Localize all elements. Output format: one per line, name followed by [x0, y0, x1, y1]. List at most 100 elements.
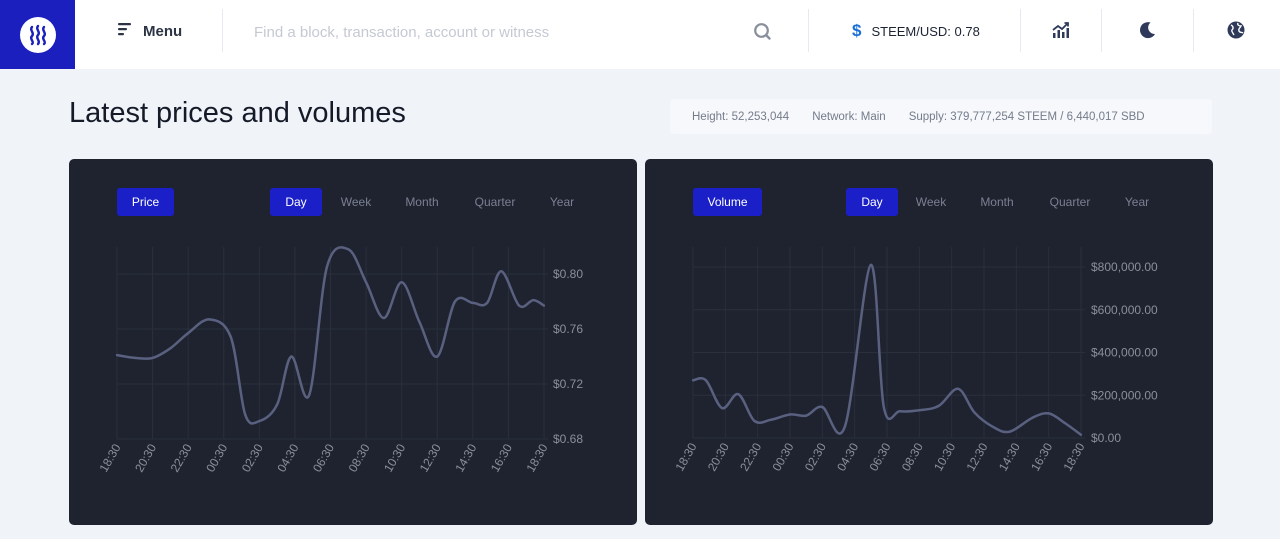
- volume-data-point: [805, 414, 808, 417]
- network-name: Network: Main: [812, 110, 886, 123]
- dollar-icon: $: [852, 21, 862, 40]
- volume-series-line: [692, 263, 1082, 436]
- search-input[interactable]: [240, 17, 760, 47]
- chart-icon[interactable]: [1051, 20, 1071, 45]
- price-metric-pill[interactable]: Price: [117, 188, 174, 216]
- volume-data-point: [1008, 430, 1012, 433]
- price-data-point: [418, 320, 421, 324]
- volume-chart: $800,000.00 $600,000.00 $400,000.00 $200,00…: [672, 247, 1158, 474]
- price-x-tick-label: 06:30: [310, 441, 337, 474]
- volume-data-point: [973, 411, 976, 414]
- divider: [1020, 9, 1021, 52]
- globe-icon[interactable]: [1226, 20, 1246, 45]
- volume-data-point: [788, 413, 792, 416]
- volume-x-tick-label: 18:30: [672, 440, 699, 473]
- volume-tab-day[interactable]: Day: [846, 188, 898, 216]
- price-data-point: [258, 419, 261, 423]
- price-tab-week[interactable]: Week: [340, 195, 372, 209]
- price-x-tick-label: 04:30: [274, 441, 301, 474]
- price-x-tick-label: 02:30: [239, 441, 266, 474]
- volume-data-point: [882, 405, 885, 409]
- price-data-point: [347, 248, 350, 251]
- price-data-point: [400, 281, 403, 284]
- volume-data-point: [691, 379, 695, 382]
- page-title: Latest prices and volumes: [69, 97, 406, 129]
- volume-y-tick-label: $800,000.00: [1091, 260, 1158, 274]
- volume-x-tick-label: 00:30: [769, 440, 796, 473]
- volume-data-point: [753, 419, 756, 423]
- network-stats: Height: 52,253,044 Network: Main Supply:…: [670, 99, 1212, 134]
- price-data-point: [290, 355, 293, 358]
- volume-tab-quarter[interactable]: Quarter: [1049, 195, 1091, 209]
- price-x-tick-label: 16:30: [488, 441, 515, 474]
- menu-icon: [117, 22, 133, 41]
- volume-data-point: [869, 263, 872, 267]
- volume-data-point: [843, 425, 847, 428]
- price-data-point: [308, 393, 311, 397]
- menu-label: Menu: [143, 22, 183, 40]
- price-tab-quarter[interactable]: Quarter: [474, 195, 516, 209]
- price-data-point: [532, 298, 535, 302]
- price-data-point: [436, 355, 439, 358]
- volume-tab-year[interactable]: Year: [1124, 195, 1150, 209]
- price-series-line: [116, 246, 545, 425]
- volume-x-tick-label: 04:30: [834, 440, 861, 473]
- volume-x-tick-label: 06:30: [866, 440, 893, 473]
- price-data-point: [187, 331, 190, 335]
- divider: [808, 9, 809, 52]
- volume-x-tick-label: 18:30: [1060, 440, 1087, 473]
- volume-data-point: [1031, 416, 1034, 419]
- price-data-point: [151, 356, 154, 360]
- volume-y-tick-label: $0.00: [1091, 431, 1121, 445]
- moon-icon[interactable]: [1137, 20, 1157, 45]
- volume-x-tick-label: 16:30: [1028, 440, 1055, 473]
- volume-chart-card: $800,000.00 $600,000.00 $400,000.00 $200,00…: [645, 159, 1213, 525]
- price-data-point: [382, 316, 386, 320]
- steem-logo-button[interactable]: [0, 0, 75, 69]
- volume-data-point: [918, 409, 921, 412]
- price-tab-day[interactable]: Day: [270, 188, 322, 216]
- volume-data-point: [898, 410, 902, 413]
- volume-data-point: [1047, 412, 1050, 415]
- search-icon[interactable]: [752, 21, 772, 46]
- volume-metric-pill[interactable]: Volume: [693, 188, 762, 216]
- price-data-point: [115, 353, 119, 357]
- volume-data-point: [1063, 421, 1066, 425]
- volume-x-tick-label: 02:30: [802, 440, 829, 473]
- volume-x-tick-label: 22:30: [737, 440, 764, 473]
- block-height: Height: 52,253,044: [692, 110, 790, 123]
- volume-y-tick-label: $600,000.00: [1091, 303, 1158, 317]
- volume-x-tick-label: 08:30: [899, 440, 926, 473]
- price-x-tick-label: 10:30: [381, 441, 408, 474]
- volume-tab-month[interactable]: Month: [980, 195, 1014, 209]
- price-data-point: [500, 270, 503, 273]
- volume-x-tick-label: 20:30: [705, 440, 732, 473]
- price-data-point: [229, 336, 233, 339]
- volume-y-tick-label: $200,000.00: [1091, 388, 1158, 402]
- volume-y-tick-label: $400,000.00: [1091, 346, 1158, 360]
- price-tab-month[interactable]: Month: [405, 195, 439, 209]
- price-data-point: [364, 281, 368, 284]
- menu-button[interactable]: Menu: [117, 20, 182, 42]
- price-data-point: [542, 304, 546, 307]
- price-x-tick-label: 14:30: [452, 441, 479, 474]
- price-data-point: [133, 356, 136, 360]
- price-x-tick-label: 18:30: [96, 441, 123, 474]
- price-y-tick-label: $0.80: [553, 267, 583, 281]
- price-tab-year[interactable]: Year: [549, 195, 575, 209]
- price-label: STEEM/USD: 0.78: [871, 23, 980, 39]
- volume-data-point: [704, 379, 708, 382]
- price-data-point: [471, 301, 474, 305]
- divider: [222, 9, 223, 52]
- price-data-point: [243, 413, 247, 416]
- price-data-point: [169, 347, 172, 350]
- price-y-tick-label: $0.68: [553, 432, 583, 446]
- volume-x-tick-label: 10:30: [931, 440, 958, 473]
- volume-data-point: [769, 418, 772, 421]
- price-data-point: [517, 304, 521, 307]
- price-data-point: [275, 403, 279, 406]
- price-data-point: [325, 265, 329, 269]
- volume-data-point: [956, 387, 960, 390]
- volume-tab-week[interactable]: Week: [915, 195, 947, 209]
- volume-data-point: [992, 426, 995, 429]
